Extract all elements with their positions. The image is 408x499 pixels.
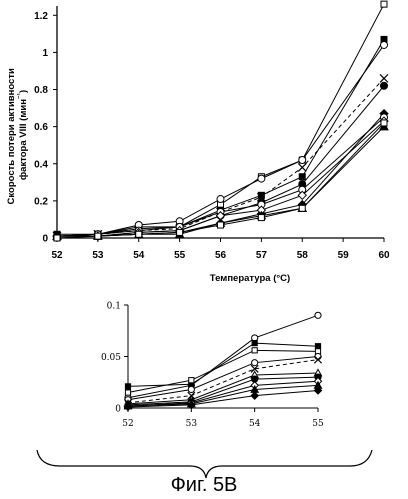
main-series-7-line [56,116,385,237]
inset-series-4-point [187,385,195,394]
main-y-axis-title: Скорость потери активности фактора VIII … [6,66,29,205]
main-series-2-point [257,191,265,199]
main-x-tick-label: 59 [338,250,350,261]
inset-series-7-line [127,376,319,406]
inset-series-10-point [313,386,323,395]
inset-series-2-point [124,383,132,390]
inset-series-5-line [127,359,319,404]
main-y-tick-label: 0.4 [34,159,48,170]
inset-series-3-point [124,389,132,396]
inset-series-4-line [127,356,319,401]
inset-y-tick-label: 0.05 [101,353,121,363]
main-series-10-point [53,234,61,242]
main-x-tick-label: 57 [256,250,268,261]
main-series-10-point [176,228,184,236]
inset-series-8-line [127,380,319,407]
main-series-4-point [297,163,307,172]
inset-series-1-point [314,311,322,319]
inset-series-2-point [314,343,322,350]
inset-series-10-point [123,402,133,412]
inset-series-3-line [127,349,319,394]
main-series-4-point [379,73,389,83]
inset-series-4-point [251,359,259,367]
figure-caption: Фиг. 5B [171,474,238,496]
inset-series-10-line [127,389,319,408]
main-y-tick-label: 1.2 [34,11,48,22]
main-series-10-point [380,119,388,127]
main-x-axis-title: Температура (°C) [210,273,290,284]
main-series-1-point [380,0,388,8]
main-x-ticks: 52 53 54 55 56 57 58 59 60 [51,238,390,261]
inset-chart: 52 53 54 55 0 0.05 0.1 [101,302,324,430]
inset-series-10-point [250,391,259,400]
inset-x-ticks: 52 53 54 55 [122,408,324,429]
main-series-lines [56,3,385,239]
main-series-10-point [94,232,102,240]
inset-series-9-line [127,384,319,407]
main-series-3-point [298,156,307,165]
inset-series-1-line [127,314,319,399]
main-y-tick-label: 0.2 [34,196,48,207]
inset-series-5-point [313,355,323,364]
main-series-4-line [56,78,385,237]
inset-series-5-point [250,364,259,373]
main-series-10-point [257,214,265,222]
main-series-10-line [56,122,385,239]
grouping-brace [36,449,373,479]
inset-series-4-point [314,352,322,361]
main-series-markers [52,0,389,242]
main-y-axis-title-line-end: ) [18,90,29,93]
inset-series-3-point [251,347,258,354]
main-x-tick-label: 55 [174,250,186,261]
main-x-tick-label: 56 [215,250,227,261]
inset-series-2-point [251,340,258,347]
main-series-3-point [257,174,266,183]
main-y-tick-label: 0.8 [34,85,48,96]
inset-series-markers [123,311,323,412]
main-series-2-point [298,173,306,181]
inset-y-tick-label: 0.1 [107,302,121,312]
main-x-tick-label: 54 [133,250,145,261]
main-y-tick-label: 0.6 [34,122,48,133]
inset-x-tick-label: 55 [312,419,324,429]
main-series-5-point [380,81,388,90]
main-x-tick-label: 53 [92,250,104,261]
inset-series-2-line [127,342,319,387]
inset-series-6-line [127,372,319,405]
main-chart: 52 53 54 55 56 57 58 59 60 0 0.2 0.4 0.6 0.8 1 1.2 Тем… [6,0,390,284]
inset-y-ticks: 0 0.05 0.1 [101,302,128,415]
inset-series-10-point [187,400,196,410]
main-series-3-line [56,44,385,237]
inset-x-tick-label: 54 [249,419,261,429]
main-series-3-point [216,195,225,204]
main-y-tick-label: 1 [42,48,48,59]
main-series-8-point [297,190,307,201]
inset-series-3-point [188,377,195,384]
main-series-10-point [217,221,224,229]
main-series-10-point [135,230,143,238]
main-y-axis-title-line-2: фактора VIII (мин [18,99,29,180]
main-series-3-point [380,40,388,49]
main-y-axis-title-superscript: ⁻¹ [17,92,24,99]
inset-series-lines [127,314,319,408]
inset-y-tick-label: 0 [115,405,121,415]
main-x-tick-label: 60 [378,250,390,261]
main-x-tick-label: 58 [297,250,309,261]
main-y-ticks: 0 0.2 0.4 0.6 0.8 1 1.2 [34,11,57,245]
inset-x-tick-label: 52 [122,419,133,429]
main-y-tick-label: 0 [42,234,48,245]
inset-x-tick-label: 53 [186,419,198,429]
main-x-tick-label: 52 [51,250,63,261]
main-y-axis-title-line-1: Скорость потери активности [6,68,17,204]
main-series-10-point [298,204,306,212]
